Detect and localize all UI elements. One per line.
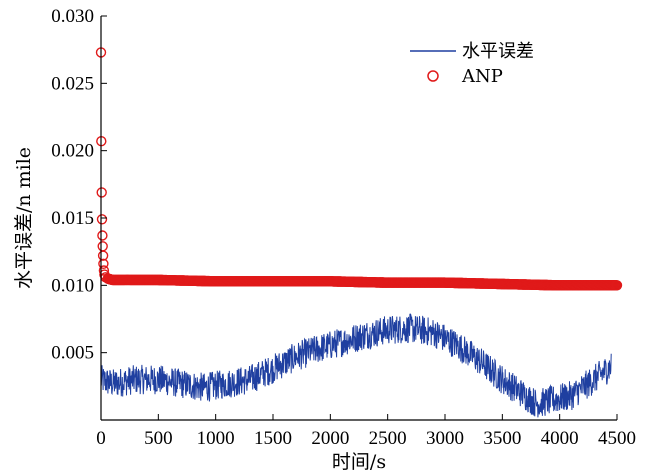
y-tick-label: 0.015	[51, 208, 94, 229]
y-tick-label: 0.010	[51, 275, 94, 296]
y-tick-label: 0.025	[51, 73, 94, 94]
legend-circle-swatch	[427, 70, 439, 82]
y-tick-label: 0.030	[51, 6, 94, 27]
anp-point	[98, 265, 110, 276]
series-line-horizontal-error	[100, 313, 612, 418]
x-tick-label: 2000	[311, 428, 349, 449]
x-tick-label: 2500	[369, 428, 407, 449]
ticks: 0 500 1000 1500 2000 2500 3000 3500 4000 4500 0.00…	[51, 6, 636, 449]
anp-point	[97, 241, 108, 252]
x-tick-label: 1500	[254, 428, 292, 449]
x-tick-label: 0	[96, 428, 106, 449]
y-axis-label: 水平误差/n mile	[13, 147, 35, 289]
legend-label-anp: ANP	[461, 66, 503, 87]
x-tick-label: 4500	[598, 428, 636, 449]
legend: 水平误差 ANP	[410, 41, 534, 87]
anp-point	[96, 214, 108, 225]
anp-point	[97, 250, 109, 261]
anp-point	[98, 258, 109, 269]
x-tick-label: 1000	[197, 428, 235, 449]
anp-point	[611, 280, 623, 291]
plot-area	[95, 47, 623, 418]
x-tick-label: 500	[144, 428, 173, 449]
y-tick-label: 0.005	[51, 343, 94, 364]
legend-label-error: 水平误差	[462, 41, 534, 62]
anp-point	[97, 230, 108, 241]
y-tick-label: 0.020	[51, 141, 94, 162]
axes	[100, 16, 617, 421]
x-tick-label: 4000	[541, 428, 579, 449]
x-axis-label: 时间/s	[332, 451, 386, 473]
anp-point	[96, 187, 107, 198]
x-tick-label: 3000	[426, 428, 464, 449]
x-tick-label: 3500	[483, 428, 521, 449]
